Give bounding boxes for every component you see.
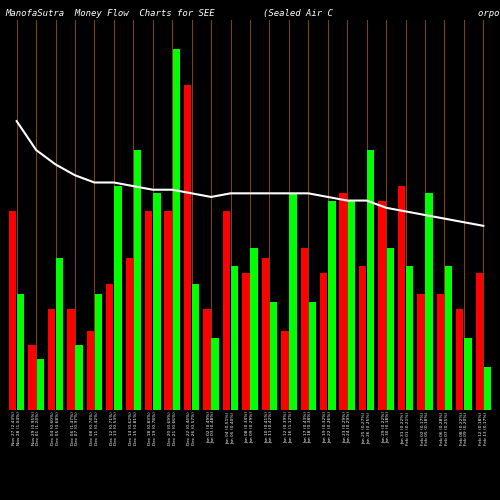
Bar xyxy=(95,294,102,410)
Bar xyxy=(445,266,452,410)
Bar xyxy=(386,248,394,410)
Bar xyxy=(56,258,64,410)
Bar xyxy=(398,186,405,410)
Bar xyxy=(406,266,413,410)
Bar xyxy=(270,302,277,410)
Bar xyxy=(359,266,366,410)
Bar xyxy=(464,338,471,410)
Bar xyxy=(417,294,424,410)
Bar xyxy=(192,284,200,410)
Bar xyxy=(300,248,308,410)
Bar xyxy=(231,266,238,410)
Bar xyxy=(106,284,114,410)
Bar xyxy=(290,194,296,410)
Bar xyxy=(114,186,121,410)
Bar xyxy=(484,366,491,410)
Bar xyxy=(164,212,172,410)
Text: ManofaSutra  Money Flow  Charts for SEE         (Sealed Air C                   : ManofaSutra Money Flow Charts for SEE (S… xyxy=(5,9,500,18)
Bar xyxy=(17,294,24,410)
Bar xyxy=(262,258,269,410)
Bar xyxy=(153,194,160,410)
Bar xyxy=(328,200,336,410)
Bar xyxy=(204,309,210,410)
Bar xyxy=(320,273,328,410)
Bar xyxy=(223,212,230,410)
Bar xyxy=(242,273,250,410)
Bar xyxy=(308,302,316,410)
Bar xyxy=(76,345,83,410)
Bar xyxy=(426,194,433,410)
Bar xyxy=(67,309,74,410)
Bar xyxy=(348,200,355,410)
Bar xyxy=(9,212,16,410)
Bar xyxy=(456,309,464,410)
Bar xyxy=(212,338,219,410)
Bar xyxy=(86,330,94,410)
Bar xyxy=(145,212,152,410)
Bar xyxy=(48,309,55,410)
Bar xyxy=(36,360,44,410)
Bar xyxy=(436,294,444,410)
Bar xyxy=(281,330,288,410)
Bar xyxy=(476,273,483,410)
Bar xyxy=(126,258,133,410)
Bar xyxy=(28,345,35,410)
Bar xyxy=(172,49,180,410)
Bar xyxy=(340,194,347,410)
Bar xyxy=(134,150,141,410)
Bar xyxy=(378,200,386,410)
Bar xyxy=(367,150,374,410)
Bar xyxy=(250,248,258,410)
Bar xyxy=(184,85,192,410)
